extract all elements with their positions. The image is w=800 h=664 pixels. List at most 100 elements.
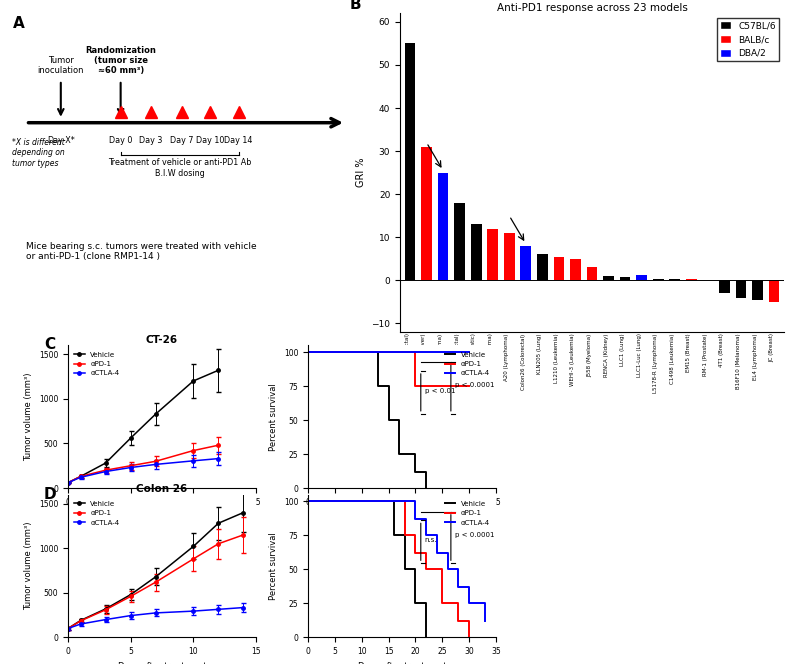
Vehicle bbox=[410, 600, 420, 608]
Line: Vehicle: Vehicle bbox=[308, 352, 426, 488]
αCTLA-4 bbox=[400, 497, 410, 505]
Title: Anti-PD1 response across 23 models: Anti-PD1 response across 23 models bbox=[497, 3, 687, 13]
Line: αPD-1: αPD-1 bbox=[308, 352, 469, 386]
Bar bbox=[570, 259, 581, 280]
Text: Day-X*: Day-X* bbox=[47, 136, 74, 145]
Text: p < 0.0001: p < 0.0001 bbox=[454, 382, 494, 388]
αPD-1 bbox=[389, 497, 398, 505]
αCTLA-4 bbox=[422, 348, 431, 356]
Bar bbox=[554, 256, 564, 280]
αPD-1 bbox=[454, 617, 463, 625]
Y-axis label: Tumor volume (mm³): Tumor volume (mm³) bbox=[24, 522, 34, 610]
Text: n.s.: n.s. bbox=[425, 537, 437, 543]
Vehicle bbox=[422, 633, 431, 641]
Bar bbox=[735, 280, 746, 297]
Legend: Vehicle, αPD-1, αCTLA-4: Vehicle, αPD-1, αCTLA-4 bbox=[71, 349, 122, 379]
Y-axis label: Tumor volume (mm³): Tumor volume (mm³) bbox=[24, 373, 34, 461]
αCTLA-4 bbox=[481, 617, 490, 625]
Text: Day 10: Day 10 bbox=[196, 136, 225, 145]
Legend: C57BL/6, BALB/c, DBA/2: C57BL/6, BALB/c, DBA/2 bbox=[717, 18, 779, 62]
Text: p < 0.0001: p < 0.0001 bbox=[454, 532, 494, 538]
Vehicle bbox=[303, 348, 313, 356]
X-axis label: Days after treatment: Days after treatment bbox=[358, 662, 446, 664]
Text: Tumor
inoculation: Tumor inoculation bbox=[38, 56, 84, 76]
αPD-1 bbox=[438, 600, 447, 608]
Bar bbox=[586, 268, 598, 280]
Text: C: C bbox=[44, 337, 55, 353]
αPD-1 bbox=[400, 348, 410, 356]
αPD-1 bbox=[303, 497, 313, 505]
Bar bbox=[719, 280, 730, 293]
Legend: Vehicle, αPD-1, αCTLA-4: Vehicle, αPD-1, αCTLA-4 bbox=[442, 349, 493, 379]
Bar bbox=[670, 279, 680, 280]
Text: B: B bbox=[350, 0, 362, 13]
Text: Randomization
(tumor size
≈60 mm³): Randomization (tumor size ≈60 mm³) bbox=[86, 46, 156, 76]
X-axis label: Days after treatment: Days after treatment bbox=[118, 662, 206, 664]
Vehicle bbox=[389, 531, 398, 539]
Legend: Vehicle, αPD-1, αCTLA-4: Vehicle, αPD-1, αCTLA-4 bbox=[71, 498, 122, 529]
αPD-1 bbox=[410, 549, 420, 557]
X-axis label: Days after treatment: Days after treatment bbox=[118, 513, 206, 521]
Bar bbox=[504, 233, 514, 280]
Bar bbox=[636, 275, 647, 280]
Bar bbox=[521, 246, 531, 280]
Vehicle bbox=[410, 467, 420, 475]
αCTLA-4 bbox=[410, 515, 420, 523]
Legend: Vehicle, αPD-1, αCTLA-4: Vehicle, αPD-1, αCTLA-4 bbox=[442, 498, 493, 529]
Text: Treatment of vehicle or anti-PD1 Ab
B.I.W dosing: Treatment of vehicle or anti-PD1 Ab B.I.… bbox=[108, 159, 251, 178]
Vehicle bbox=[422, 484, 431, 492]
Bar bbox=[769, 280, 779, 302]
αPD-1 bbox=[422, 566, 431, 574]
Bar bbox=[686, 279, 697, 280]
αPD-1 bbox=[464, 633, 474, 641]
Y-axis label: GRI %: GRI % bbox=[356, 158, 366, 187]
Bar bbox=[487, 228, 498, 280]
αCTLA-4 bbox=[481, 617, 490, 625]
Bar bbox=[454, 203, 465, 280]
Vehicle bbox=[373, 382, 382, 390]
αCTLA-4 bbox=[303, 497, 313, 505]
Title: Colon 26: Colon 26 bbox=[136, 484, 188, 494]
Vehicle bbox=[394, 450, 404, 458]
Line: Vehicle: Vehicle bbox=[308, 501, 426, 637]
αCTLA-4 bbox=[422, 531, 431, 539]
αCTLA-4 bbox=[464, 348, 474, 356]
Line: αCTLA-4: αCTLA-4 bbox=[308, 501, 486, 621]
αPD-1 bbox=[400, 531, 410, 539]
Text: Day 14: Day 14 bbox=[224, 136, 253, 145]
Vehicle bbox=[303, 497, 313, 505]
αCTLA-4 bbox=[464, 348, 474, 356]
Y-axis label: Percent survival: Percent survival bbox=[270, 532, 278, 600]
Bar bbox=[537, 254, 548, 280]
αPD-1 bbox=[303, 348, 313, 356]
αCTLA-4 bbox=[303, 348, 313, 356]
Vehicle bbox=[422, 484, 431, 492]
Vehicle bbox=[378, 497, 388, 505]
αCTLA-4 bbox=[454, 583, 463, 591]
αCTLA-4 bbox=[464, 600, 474, 608]
Vehicle bbox=[384, 416, 394, 424]
αCTLA-4 bbox=[443, 566, 453, 574]
Text: D: D bbox=[44, 487, 57, 502]
Text: Day 7: Day 7 bbox=[170, 136, 194, 145]
Bar bbox=[421, 147, 432, 280]
Bar bbox=[752, 280, 763, 299]
Y-axis label: Percent survival: Percent survival bbox=[270, 382, 278, 451]
X-axis label: Days after treatment: Days after treatment bbox=[358, 513, 446, 521]
Bar bbox=[603, 276, 614, 280]
Text: p < 0.01: p < 0.01 bbox=[425, 388, 455, 394]
Text: Day 0: Day 0 bbox=[109, 136, 132, 145]
Text: *X is different
depending on
tumor types: *X is different depending on tumor types bbox=[11, 138, 64, 168]
αCTLA-4 bbox=[432, 549, 442, 557]
αPD-1 bbox=[410, 382, 420, 390]
Bar bbox=[470, 224, 482, 280]
Text: Mice bearing s.c. tumors were treated with vehicle
or anti-PD-1 (clone RMP1-14 ): Mice bearing s.c. tumors were treated wi… bbox=[26, 242, 256, 261]
Text: A: A bbox=[14, 16, 25, 31]
Vehicle bbox=[422, 633, 431, 641]
αPD-1 bbox=[464, 382, 474, 390]
Bar bbox=[405, 43, 415, 280]
Bar bbox=[620, 277, 630, 280]
Bar bbox=[653, 279, 663, 280]
Title: CT-26: CT-26 bbox=[146, 335, 178, 345]
Vehicle bbox=[400, 566, 410, 574]
